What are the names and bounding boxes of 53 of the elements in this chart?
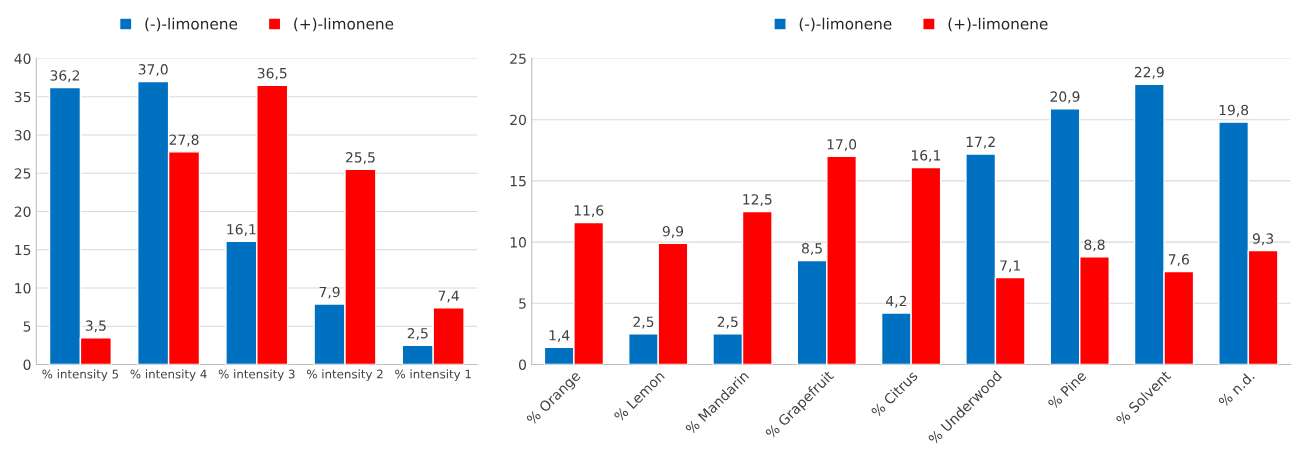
data-label: 25,5 <box>345 152 375 164</box>
data-label: 36,2 <box>50 70 80 83</box>
y-tick-label: 10 <box>15 282 31 294</box>
y-tick-label: 25 <box>510 53 526 64</box>
data-label: 9,3 <box>1252 233 1274 246</box>
data-label: 36,5 <box>257 67 287 80</box>
legend-label: (-)-limonene <box>145 17 238 32</box>
y-tick-label: 20 <box>510 114 526 126</box>
y-tick-label: 10 <box>510 237 526 248</box>
data-label: 4,2 <box>886 295 907 308</box>
legend-label: (-)-limonene <box>799 17 892 32</box>
data-label: 7,9 <box>319 286 340 299</box>
data-label: 20,9 <box>1050 91 1080 104</box>
data-label: 19,8 <box>1219 104 1249 117</box>
data-label: 2,5 <box>633 316 654 329</box>
data-label: 17,2 <box>966 136 995 149</box>
y-tick-label: 35 <box>14 91 31 103</box>
data-label: 2,5 <box>717 316 738 329</box>
data-label: 7,1 <box>1000 260 1020 273</box>
x-tick-label: % intensity 4 <box>130 369 207 381</box>
data-label: 16,1 <box>227 223 256 236</box>
x-tick-label: % intensity 2 <box>306 369 383 381</box>
y-tick-label: 40 <box>14 53 31 64</box>
data-label: 7,4 <box>438 290 459 303</box>
x-tick-label: % intensity 1 <box>395 369 471 381</box>
y-tick-label: 15 <box>15 244 31 256</box>
data-label: 12,5 <box>743 194 772 207</box>
data-label: 8,5 <box>801 243 822 256</box>
y-tick-label: 0 <box>23 359 31 370</box>
y-tick-label: 0 <box>518 359 526 370</box>
data-label: 1,4 <box>549 330 570 342</box>
y-tick-label: 5 <box>23 321 31 332</box>
data-label: 11,6 <box>574 205 604 218</box>
y-tick-label: 5 <box>519 298 526 309</box>
data-label: 8,8 <box>1084 239 1105 252</box>
x-tick-label: % n.d. <box>1217 370 1255 408</box>
y-tick-label: 30 <box>14 129 31 141</box>
data-label: 3,5 <box>85 320 106 333</box>
y-tick-label: 15 <box>510 176 526 187</box>
y-tick-label: 25 <box>14 168 31 179</box>
data-label: 37,0 <box>138 64 168 77</box>
legend-label: (+)-limonene <box>294 17 394 32</box>
data-label: 2,5 <box>407 328 428 340</box>
legend-label: (+)-limonene <box>948 17 1048 32</box>
y-tick-label: 20 <box>14 206 31 217</box>
data-label: 7,6 <box>1168 254 1189 267</box>
data-label: 16,1 <box>911 150 941 162</box>
data-label: 17,0 <box>827 139 857 151</box>
data-label: 27,8 <box>169 134 199 147</box>
data-label: 9,9 <box>662 225 684 238</box>
x-tick-label: % intensity 3 <box>218 369 295 381</box>
x-tick-label: % intensity 5 <box>42 369 119 381</box>
data-label: 22,9 <box>1134 66 1164 79</box>
